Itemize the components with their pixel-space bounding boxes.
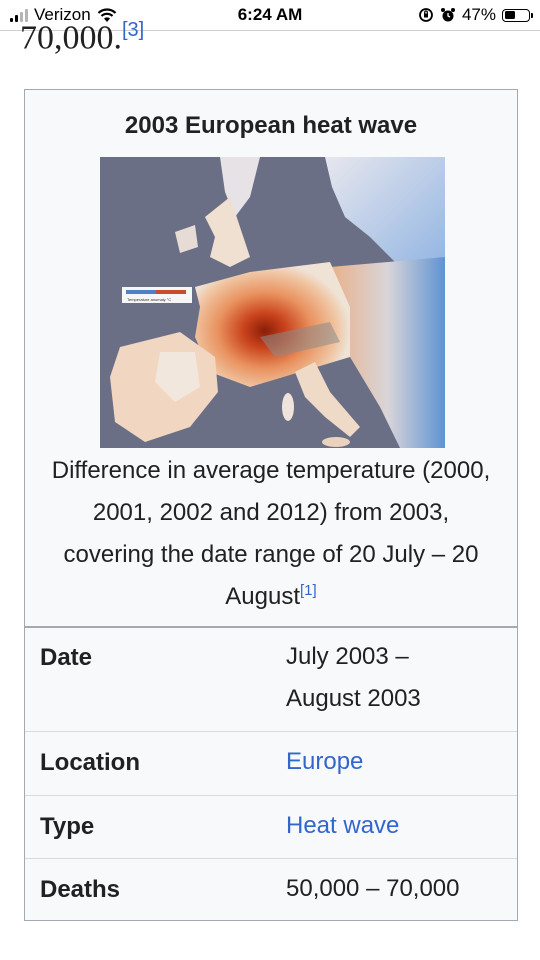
location-link[interactable]: Europe xyxy=(286,748,364,775)
row-label-location: Location xyxy=(40,749,140,776)
row-value-deaths: 50,000 – 70,000 xyxy=(286,875,460,902)
row-label-type: Type xyxy=(40,813,95,840)
row-divider xyxy=(25,858,517,859)
row-label-deaths: Deaths xyxy=(40,876,121,903)
temperature-legend: Temperature anomaly °C xyxy=(122,287,192,303)
status-time: 6:24 AM xyxy=(237,5,303,24)
infobox: 2003 European heat wave xyxy=(24,89,518,921)
row-divider xyxy=(25,731,517,732)
battery-icon xyxy=(502,8,533,22)
row-label-date: Date xyxy=(40,644,93,671)
type-link[interactable]: Heat wave xyxy=(286,812,400,839)
infobox-title: 2003 European heat wave xyxy=(124,112,418,139)
rotation-lock-icon xyxy=(419,8,433,22)
row-value-date: July 2003 – August 2003 xyxy=(286,643,421,712)
alarm-icon xyxy=(440,8,455,22)
carrier-label: Verizon xyxy=(34,5,91,24)
wifi-icon xyxy=(97,7,116,22)
heat-map-image[interactable]: Temperature anomaly °C xyxy=(100,157,445,448)
battery-percent: 47% xyxy=(461,5,496,24)
europe-temperature-map: Temperature anomaly °C xyxy=(100,157,445,448)
caption-text: Difference in average temperature (2000,… xyxy=(51,457,491,610)
article-text: 70,000. xyxy=(20,19,122,57)
image-caption: Difference in average temperature (2000,… xyxy=(45,450,497,618)
row-divider xyxy=(25,795,517,796)
status-bar: Verizon 6:24 AM 47% xyxy=(0,0,540,31)
caption-reference-link[interactable]: [1] xyxy=(300,582,317,599)
legend-label: Temperature anomaly °C xyxy=(127,297,171,302)
status-left: Verizon xyxy=(10,5,117,25)
infobox-row-date: Date July 2003 – August 2003 xyxy=(25,642,517,732)
article-clipped-text: 70,000.[3] xyxy=(20,10,144,58)
infobox-divider xyxy=(25,626,517,628)
reference-link[interactable]: [3] xyxy=(122,19,145,41)
status-right: 47% xyxy=(418,5,533,25)
signal-bars-icon xyxy=(10,8,28,22)
